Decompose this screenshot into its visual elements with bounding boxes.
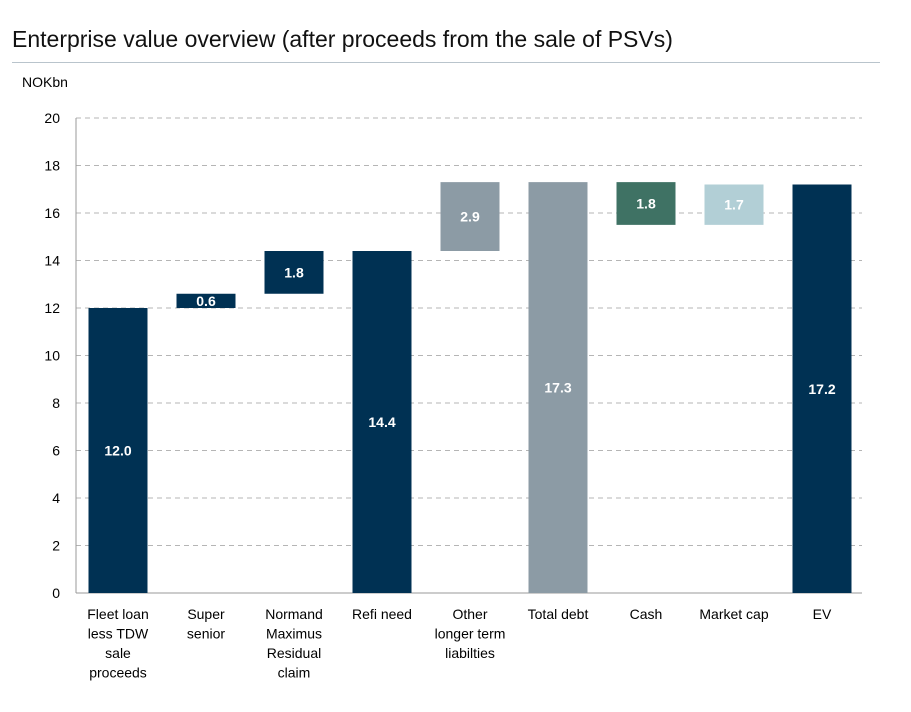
- data-label: 0.6: [196, 293, 216, 309]
- data-label: 1.7: [724, 197, 744, 213]
- y-tick-label: 12: [44, 300, 60, 316]
- x-category-label: Super senior: [187, 606, 225, 642]
- y-tick-label: 6: [52, 443, 60, 459]
- data-label: 1.8: [636, 196, 656, 212]
- x-category-label: Normand Maximus Residual claim: [265, 606, 323, 681]
- x-category-label: Other longer term liabilties: [435, 606, 506, 661]
- chart-title: Enterprise value overview (after proceed…: [12, 26, 673, 52]
- y-tick-label: 16: [44, 205, 60, 221]
- bar: [88, 308, 148, 593]
- y-axis-unit-label: NOKbn: [22, 74, 68, 90]
- bar: [528, 182, 588, 593]
- bar: [264, 251, 324, 294]
- bar: [704, 184, 764, 225]
- x-category-label: Refi need: [352, 606, 412, 622]
- bar: [352, 251, 412, 593]
- title-divider: [12, 62, 880, 63]
- x-category-label: Fleet loan less TDW sale proceeds: [87, 606, 149, 681]
- bar: [440, 182, 500, 251]
- y-tick-label: 2: [52, 538, 60, 554]
- y-tick-label: 8: [52, 395, 60, 411]
- data-label: 14.4: [368, 414, 395, 430]
- y-tick-label: 20: [44, 110, 60, 126]
- data-label: 17.3: [544, 380, 571, 396]
- x-category-label: EV: [813, 606, 832, 622]
- bar: [792, 184, 852, 593]
- data-label: 17.2: [808, 381, 835, 397]
- data-label: 1.8: [284, 264, 304, 280]
- y-tick-label: 18: [44, 158, 60, 174]
- x-category-label: Market cap: [699, 606, 768, 622]
- y-tick-label: 4: [52, 490, 60, 506]
- bar: [176, 293, 236, 308]
- data-label: 2.9: [460, 209, 480, 225]
- y-tick-label: 10: [44, 348, 60, 364]
- y-tick-label: 14: [44, 253, 60, 269]
- data-label: 12.0: [104, 443, 131, 459]
- x-category-label: Total debt: [528, 606, 589, 622]
- x-category-label: Cash: [630, 606, 663, 622]
- bar: [616, 182, 676, 225]
- y-tick-label: 0: [52, 585, 60, 601]
